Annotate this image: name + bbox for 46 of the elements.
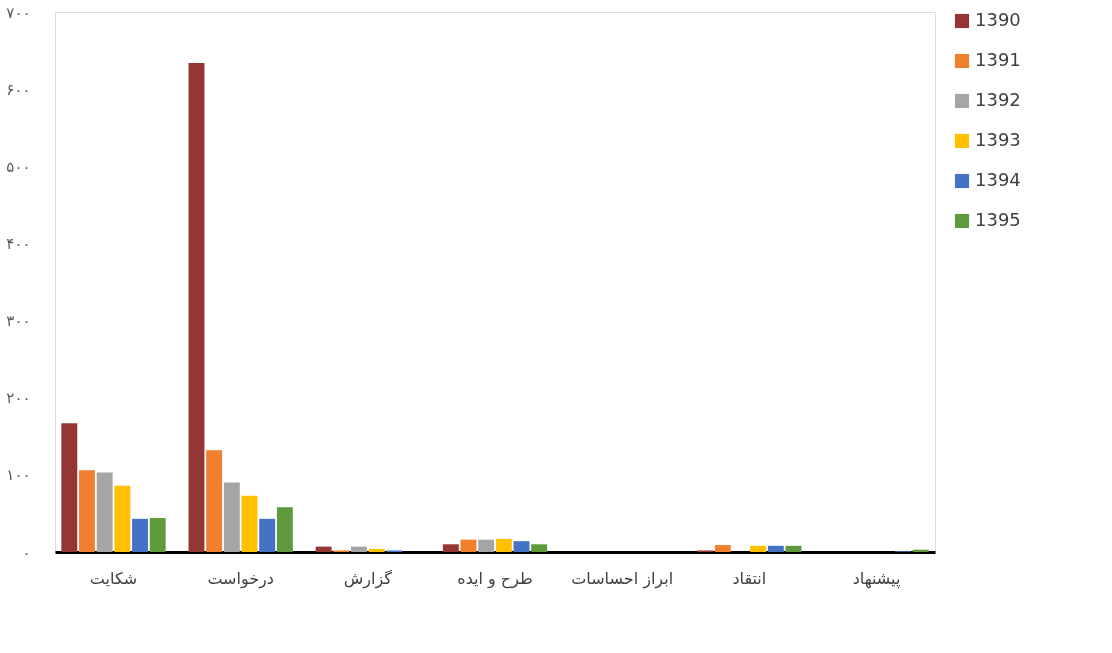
y-tick-label: ۰ bbox=[22, 543, 31, 562]
x-tick-label: پیشنهاد bbox=[852, 568, 901, 589]
bar bbox=[368, 548, 385, 552]
bar bbox=[513, 541, 530, 552]
y-tick-label: ۷۰۰ bbox=[6, 3, 31, 22]
y-tick-label: ۱۰۰ bbox=[6, 466, 31, 485]
bar bbox=[149, 518, 166, 552]
legend-label: 1390 bbox=[975, 9, 1021, 30]
y-tick-label: ۳۰۰ bbox=[6, 312, 31, 331]
bar bbox=[785, 545, 802, 552]
y-tick-label: ۵۰۰ bbox=[6, 157, 31, 176]
legend-label: 1393 bbox=[975, 129, 1021, 150]
bar bbox=[79, 470, 95, 552]
bar bbox=[767, 545, 784, 552]
bar bbox=[276, 507, 293, 552]
legend-label: 1391 bbox=[975, 49, 1021, 70]
bar bbox=[478, 539, 495, 552]
x-tick-label: انتقاد bbox=[732, 568, 767, 588]
x-tick-label: درخواست bbox=[207, 568, 274, 589]
bar bbox=[61, 423, 78, 552]
bar bbox=[714, 545, 731, 552]
bar bbox=[96, 472, 113, 552]
bar bbox=[442, 544, 459, 552]
bar bbox=[495, 538, 512, 552]
bar bbox=[750, 545, 767, 552]
x-tick-label: ابراز احساسات bbox=[571, 568, 674, 589]
bar bbox=[114, 485, 131, 552]
bar bbox=[351, 546, 367, 552]
y-tick-label: ۶۰۰ bbox=[6, 80, 31, 99]
x-tick-label: شکایت bbox=[89, 568, 138, 588]
bar bbox=[241, 495, 258, 552]
bar bbox=[460, 539, 477, 552]
bar bbox=[259, 518, 276, 552]
legend-label: 1395 bbox=[975, 209, 1021, 230]
y-tick-label: ۴۰۰ bbox=[6, 234, 31, 253]
y-tick-label: ۲۰۰ bbox=[6, 389, 31, 408]
x-tick-label: طرح و ایده bbox=[457, 568, 533, 589]
legend-label: 1392 bbox=[975, 89, 1021, 110]
legend-label: 1394 bbox=[975, 169, 1021, 190]
bar bbox=[531, 544, 548, 552]
bar bbox=[223, 482, 240, 552]
bar bbox=[315, 546, 332, 552]
bar bbox=[188, 62, 205, 552]
bar bbox=[132, 518, 148, 552]
bar bbox=[206, 450, 223, 552]
x-tick-label: گزارش bbox=[343, 568, 393, 589]
